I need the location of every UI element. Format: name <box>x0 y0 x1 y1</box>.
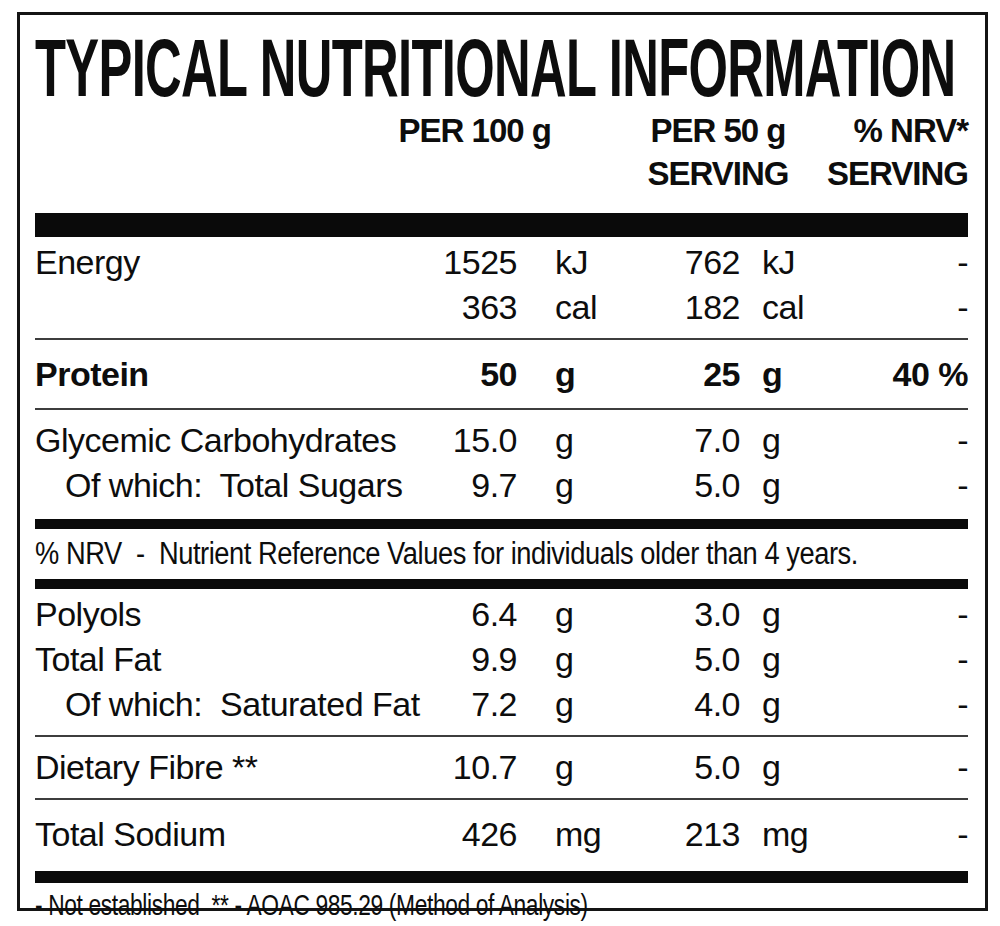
per50-unit: kJ <box>740 240 850 285</box>
per100-value: 15.0 <box>400 418 517 463</box>
per50-unit: mg <box>740 808 850 860</box>
nrv-note: % NRV - Nutrient Reference Values for in… <box>35 529 968 579</box>
nutrient-label: Polyols <box>35 592 400 637</box>
nrv-value: - <box>850 285 968 330</box>
per100-value: 9.9 <box>400 637 517 682</box>
per50-unit: g <box>740 592 850 637</box>
sodium-section: Total Sodium 426 mg 213 mg - <box>35 805 968 863</box>
carbohydrate-section: Glycemic Carbohydrates 15.0 g 7.0 g - Of… <box>35 415 968 511</box>
energy-row-cal: 363 cal 182 cal - <box>35 285 968 330</box>
divider <box>35 408 968 410</box>
header-separator-band <box>35 213 968 237</box>
per100-unit: mg <box>517 808 637 860</box>
fat-section: Polyols 6.4 g 3.0 g - Total Fat 9.9 g 5.… <box>35 589 968 730</box>
per100-unit: cal <box>517 285 637 330</box>
per100-unit: g <box>517 592 637 637</box>
nrv-value: - <box>850 592 968 637</box>
nrv-header-label: % NRV* <box>827 109 968 152</box>
nrv-value: - <box>850 808 968 860</box>
per50-value: 5.0 <box>637 637 740 682</box>
per100-unit: g <box>517 348 637 400</box>
energy-section: Energy 1525 kJ 762 kJ - 363 cal 182 cal … <box>35 237 968 333</box>
nutrient-label: Dietary Fibre ** <box>35 745 400 790</box>
column-header-per100: PER 100 g <box>399 109 551 152</box>
total-sugars-row: Of which: Total Sugars 9.7 g 5.0 g - <box>35 463 968 508</box>
nrv-value: 40 % <box>850 348 968 400</box>
per50-value: 5.0 <box>637 463 740 508</box>
nrv-value: - <box>850 682 968 727</box>
section-separator-bar <box>35 519 968 529</box>
per50-value: 7.0 <box>637 418 740 463</box>
per50-value: 3.0 <box>637 592 740 637</box>
per50-unit: g <box>740 682 850 727</box>
per100-unit: g <box>517 463 637 508</box>
column-headers: PER 100 g PER 50 g SERVING % NRV* SERVIN… <box>35 109 968 197</box>
per50-header-serving: SERVING <box>572 152 864 195</box>
divider <box>35 735 968 737</box>
per100-unit: g <box>517 637 637 682</box>
divider <box>35 798 968 800</box>
per100-unit: g <box>517 682 637 727</box>
per100-value: 1525 <box>400 240 517 285</box>
protein-row: Protein 50 g 25 g 40 % <box>35 348 968 400</box>
per100-value: 363 <box>400 285 517 330</box>
fibre-section: Dietary Fibre ** 10.7 g 5.0 g - <box>35 742 968 793</box>
label-title: TYPICAL NUTRITIONAL INFORMATION <box>35 31 968 107</box>
saturated-fat-row: Of which: Saturated Fat 7.2 g 4.0 g - <box>35 682 968 727</box>
nutrient-label: Of which: Saturated Fat <box>35 682 400 727</box>
per50-value: 182 <box>637 285 740 330</box>
nutrient-label: Total Fat <box>35 637 400 682</box>
divider <box>35 338 968 340</box>
per100-value: 7.2 <box>400 682 517 727</box>
glycemic-carbohydrates-row: Glycemic Carbohydrates 15.0 g 7.0 g - <box>35 418 968 463</box>
nutrient-label: Glycemic Carbohydrates <box>35 418 400 463</box>
dietary-fibre-row: Dietary Fibre ** 10.7 g 5.0 g - <box>35 745 968 790</box>
footer-separator-bar <box>35 871 968 883</box>
per50-unit: g <box>740 637 850 682</box>
per100-unit: g <box>517 745 637 790</box>
total-fat-row: Total Fat 9.9 g 5.0 g - <box>35 637 968 682</box>
protein-section: Protein 50 g 25 g 40 % <box>35 345 968 403</box>
energy-row-kj: Energy 1525 kJ 762 kJ - <box>35 240 968 285</box>
nrv-value: - <box>850 240 968 285</box>
nutrient-label: Energy <box>35 240 400 285</box>
per50-value: 4.0 <box>637 682 740 727</box>
nrv-header-serving: SERVING <box>827 152 968 195</box>
nrv-value: - <box>850 637 968 682</box>
column-header-nrv: % NRV* SERVING <box>827 109 968 195</box>
per50-unit: g <box>740 745 850 790</box>
nutrient-label: Of which: Total Sugars <box>35 463 400 508</box>
per100-value: 50 <box>400 348 517 400</box>
nutrition-label: TYPICAL NUTRITIONAL INFORMATION PER 100 … <box>17 12 988 911</box>
total-sodium-row: Total Sodium 426 mg 213 mg - <box>35 808 968 860</box>
per50-unit: g <box>740 463 850 508</box>
per50-header-label: PER 50 g <box>572 109 864 152</box>
per50-unit: g <box>740 418 850 463</box>
nrv-note-text: % NRV - Nutrient Reference Values for in… <box>35 529 858 579</box>
nrv-value: - <box>850 463 968 508</box>
polyols-row: Polyols 6.4 g 3.0 g - <box>35 592 968 637</box>
nutrient-label: Total Sodium <box>35 808 400 860</box>
section-separator-bar <box>35 579 968 589</box>
per50-value: 762 <box>637 240 740 285</box>
footnote-text: - Not established ** - AOAC 985.29 (Meth… <box>35 883 588 926</box>
nrv-value: - <box>850 418 968 463</box>
label-title-text: TYPICAL NUTRITIONAL INFORMATION <box>35 30 956 107</box>
per50-value: 5.0 <box>637 745 740 790</box>
column-header-per50: PER 50 g SERVING <box>572 109 864 195</box>
per100-value: 10.7 <box>400 745 517 790</box>
per100-value: 426 <box>400 808 517 860</box>
per50-unit: g <box>740 348 850 400</box>
per100-unit: kJ <box>517 240 637 285</box>
per50-value: 25 <box>637 348 740 400</box>
footnote: - Not established ** - AOAC 985.29 (Meth… <box>35 883 968 926</box>
nutrient-label: Protein <box>35 348 400 400</box>
per100-value: 6.4 <box>400 592 517 637</box>
per100-unit: g <box>517 418 637 463</box>
per100-value: 9.7 <box>400 463 517 508</box>
per50-value: 213 <box>637 808 740 860</box>
nrv-value: - <box>850 745 968 790</box>
per100-header-label: PER 100 g <box>399 109 551 152</box>
per50-unit: cal <box>740 285 850 330</box>
